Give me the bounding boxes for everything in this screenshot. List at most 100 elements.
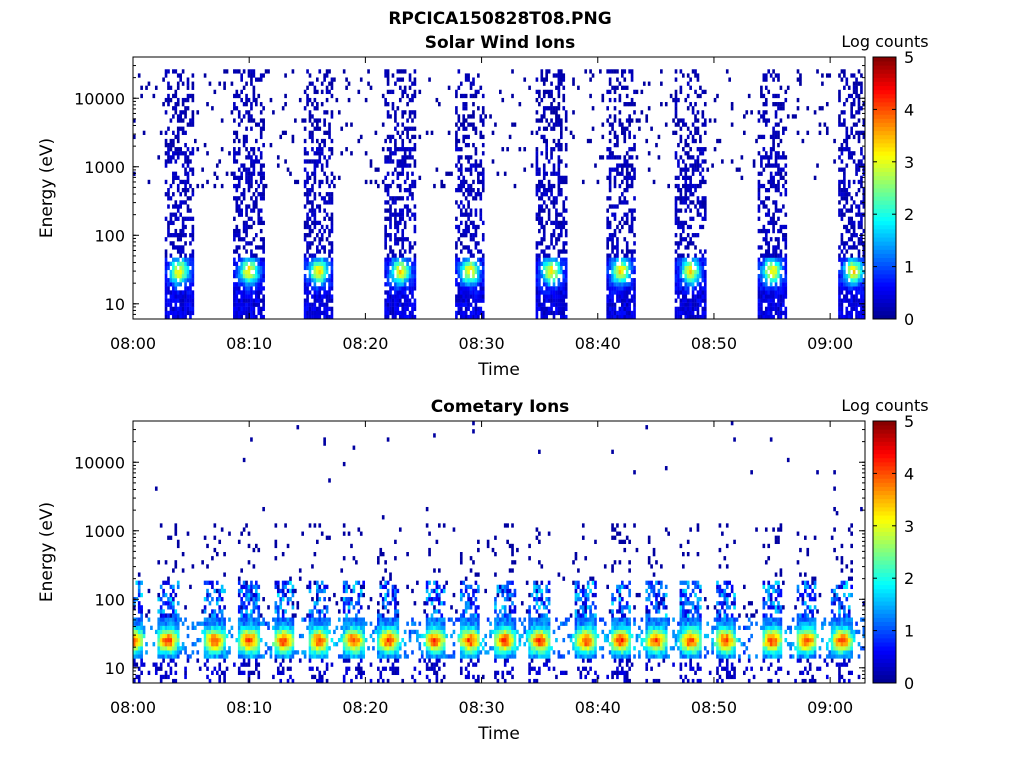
heatmap-cell bbox=[340, 654, 343, 658]
heatmap-cell bbox=[192, 237, 195, 241]
heatmap-cell bbox=[697, 663, 700, 667]
heatmap-cell bbox=[799, 671, 802, 675]
heatmap-cell bbox=[799, 654, 802, 658]
heatmap-cell bbox=[184, 184, 187, 188]
heatmap-cell bbox=[394, 311, 397, 315]
heatmap-cell bbox=[780, 168, 783, 172]
heatmap-cell bbox=[675, 123, 678, 127]
heatmap-cell bbox=[609, 274, 612, 278]
heatmap-cell bbox=[467, 204, 470, 208]
heatmap-cell bbox=[187, 208, 190, 212]
heatmap-cell bbox=[606, 299, 609, 303]
heatmap-cell bbox=[238, 196, 241, 200]
heatmap-cell bbox=[165, 151, 168, 155]
heatmap-cell bbox=[260, 266, 263, 270]
heatmap-cell bbox=[384, 311, 387, 315]
heatmap-cell bbox=[338, 110, 341, 114]
heatmap-cell bbox=[543, 299, 546, 303]
heatmap-cell bbox=[548, 184, 551, 188]
heatmap-cell bbox=[850, 127, 853, 131]
heatmap-cell bbox=[704, 204, 707, 208]
heatmap-cell bbox=[626, 180, 629, 184]
heatmap-cell bbox=[704, 299, 707, 303]
heatmap-cell bbox=[277, 654, 280, 658]
heatmap-cell bbox=[187, 299, 190, 303]
heatmap-cell bbox=[784, 192, 787, 196]
heatmap-cell bbox=[682, 294, 685, 298]
heatmap-cell bbox=[331, 196, 334, 200]
heatmap-cell bbox=[170, 217, 173, 221]
heatmap-cell bbox=[538, 266, 541, 270]
heatmap-cell bbox=[704, 274, 707, 278]
heatmap-cell bbox=[228, 650, 231, 654]
heatmap-cell bbox=[609, 299, 612, 303]
heatmap-cell bbox=[165, 671, 168, 675]
heatmap-cell bbox=[758, 258, 761, 262]
heatmap-cell bbox=[414, 163, 417, 167]
heatmap-cell bbox=[619, 172, 622, 176]
heatmap-cell bbox=[255, 274, 258, 278]
heatmap-cell bbox=[538, 217, 541, 221]
heatmap-cell bbox=[777, 294, 780, 298]
heatmap-cell bbox=[843, 654, 846, 658]
heatmap-cell bbox=[858, 168, 861, 172]
heatmap-cell bbox=[772, 180, 775, 184]
heatmap-cell bbox=[470, 262, 473, 266]
colorbar-segment bbox=[873, 172, 896, 176]
heatmap-cell bbox=[248, 671, 251, 675]
heatmap-cell bbox=[855, 262, 858, 266]
heatmap-cell bbox=[387, 299, 390, 303]
heatmap-cell bbox=[475, 94, 478, 98]
heatmap-cell bbox=[694, 90, 697, 94]
heatmap-cell bbox=[309, 114, 312, 118]
heatmap-cell bbox=[399, 654, 402, 658]
heatmap-cell bbox=[409, 311, 412, 315]
heatmap-cell bbox=[165, 294, 168, 298]
heatmap-cell bbox=[770, 151, 773, 155]
heatmap-cell bbox=[653, 654, 656, 658]
heatmap-cell bbox=[177, 147, 180, 151]
heatmap-cell bbox=[248, 225, 251, 229]
heatmap-cell bbox=[689, 131, 692, 135]
heatmap-cell bbox=[377, 168, 380, 172]
heatmap-cell bbox=[694, 270, 697, 274]
heatmap-cell bbox=[387, 233, 390, 237]
heatmap-cell bbox=[467, 303, 470, 307]
heatmap-cell bbox=[511, 69, 514, 73]
heatmap-cell bbox=[699, 266, 702, 270]
heatmap-cell bbox=[167, 143, 170, 147]
heatmap-cell bbox=[702, 266, 705, 270]
heatmap-cell bbox=[638, 118, 641, 122]
heatmap-cell bbox=[311, 278, 314, 282]
heatmap-cell bbox=[587, 139, 590, 143]
heatmap-cell bbox=[765, 237, 768, 241]
heatmap-cell bbox=[345, 147, 348, 151]
heatmap-cell bbox=[816, 163, 819, 167]
heatmap-cell bbox=[684, 299, 687, 303]
heatmap-cell bbox=[702, 176, 705, 180]
heatmap-cell bbox=[621, 262, 624, 266]
heatmap-cell bbox=[253, 221, 256, 225]
heatmap-cell bbox=[858, 106, 861, 110]
heatmap-cell bbox=[536, 278, 539, 282]
heatmap-cell bbox=[694, 139, 697, 143]
heatmap-cell bbox=[482, 151, 485, 155]
heatmap-cell bbox=[235, 262, 238, 266]
heatmap-cell bbox=[257, 303, 260, 307]
heatmap-cell bbox=[475, 654, 478, 658]
heatmap-cell bbox=[592, 127, 595, 131]
heatmap-cell bbox=[155, 671, 158, 675]
heatmap-cell bbox=[250, 671, 253, 675]
heatmap-cell bbox=[184, 290, 187, 294]
heatmap-cell bbox=[467, 213, 470, 217]
heatmap-cell bbox=[775, 159, 778, 163]
heatmap-cell bbox=[614, 266, 617, 270]
heatmap-cell bbox=[287, 654, 290, 658]
heatmap-cell bbox=[404, 90, 407, 94]
heatmap-cell bbox=[565, 176, 568, 180]
heatmap-cell bbox=[309, 233, 312, 237]
heatmap-cell bbox=[389, 249, 392, 253]
heatmap-cell bbox=[675, 196, 678, 200]
heatmap-cell bbox=[316, 102, 319, 106]
